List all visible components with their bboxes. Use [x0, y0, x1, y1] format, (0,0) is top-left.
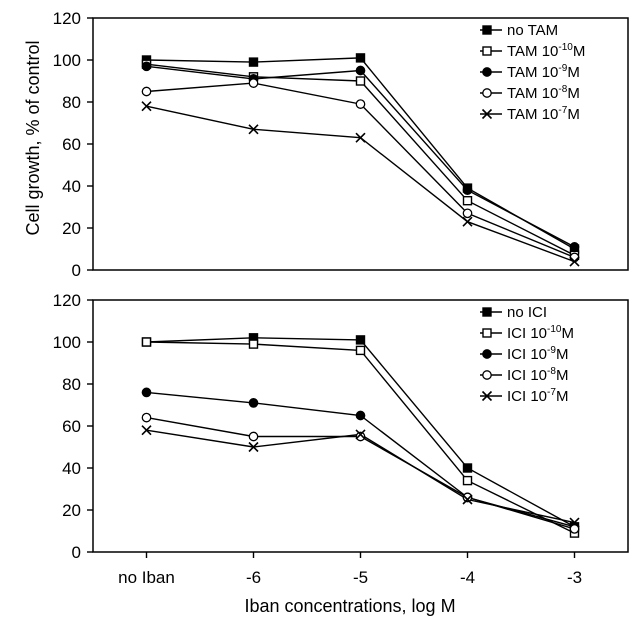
- data-point: [569, 252, 580, 263]
- data-point: [355, 431, 366, 442]
- data-point: [141, 86, 152, 97]
- legend-label: no ICI: [507, 304, 547, 321]
- legend: no TAM TAM 10-10M TAM 10-9M TAM 10-8M TAM 10…: [480, 22, 585, 123]
- y-tick-label: 20: [62, 501, 81, 520]
- data-point: [569, 524, 580, 534]
- legend-label: ICI 10-9M: [507, 345, 568, 363]
- y-tick-label: 40: [62, 177, 81, 196]
- y-tick-label: 80: [62, 93, 81, 112]
- legend-marker: [481, 108, 493, 120]
- data-point: [355, 76, 366, 86]
- data-point: [569, 242, 580, 252]
- y-tick-label: 120: [53, 291, 81, 310]
- legend: no ICI ICI 10-10M ICI 10-9M ICI 10-8M ICI 10…: [480, 304, 574, 405]
- data-point: [355, 132, 366, 143]
- data-point: [248, 57, 259, 67]
- legend-label: ICI 10-7M: [507, 387, 568, 405]
- data-point: [141, 61, 152, 72]
- legend-marker: [482, 88, 492, 98]
- data-point: [248, 339, 259, 349]
- y-tick-label: 0: [72, 543, 81, 562]
- data-point: [248, 398, 259, 408]
- legend-marker: [482, 25, 492, 35]
- y-tick-label: 0: [72, 261, 81, 280]
- y-tick-label: 20: [62, 219, 81, 238]
- legend-label: ICI 10-10M: [507, 324, 574, 342]
- data-point: [462, 492, 473, 503]
- data-point: [355, 99, 366, 109]
- data-point: [462, 494, 473, 505]
- data-point: [248, 441, 259, 453]
- y-tick-label: 60: [62, 135, 81, 154]
- series-line: [146, 105, 575, 263]
- legend-marker: [482, 307, 492, 317]
- legend-marker: [482, 370, 492, 380]
- series-line: [146, 429, 575, 524]
- data-point: [141, 101, 152, 112]
- data-point: [248, 78, 259, 88]
- legend-label: ICI 10-8M: [507, 366, 568, 384]
- y-tick-label: 120: [53, 9, 81, 28]
- data-point: [141, 425, 152, 436]
- data-point: [355, 335, 366, 345]
- chart-panel-top: 0 20 40 60 80 100 120 no TAM TAM 10-10M TAM 10-9M…: [53, 9, 629, 280]
- x-axis-title: Iban concentrations, log M: [244, 596, 455, 616]
- y-tick-label: 100: [53, 51, 81, 70]
- legend-label: no TAM: [507, 22, 558, 39]
- data-point: [141, 412, 152, 423]
- data-point: [355, 410, 366, 421]
- legend-label: TAM 10-10M: [507, 42, 585, 60]
- data-point: [462, 216, 473, 227]
- data-point: [462, 208, 473, 219]
- x-tick-label: no Iban: [118, 568, 175, 587]
- legend-marker: [482, 328, 492, 338]
- data-point: [248, 124, 259, 135]
- data-point: [462, 463, 473, 473]
- y-tick-label: 60: [62, 417, 81, 436]
- x-tick-label: -3: [567, 568, 582, 587]
- y-tick-label: 100: [53, 333, 81, 352]
- legend-marker: [482, 67, 492, 77]
- x-tick-label: -6: [246, 568, 261, 587]
- data-point: [355, 429, 366, 440]
- data-point: [355, 65, 366, 76]
- data-point: [141, 337, 152, 347]
- legend-label: TAM 10-9M: [507, 63, 580, 81]
- chart-panel-bottom: 0 20 40 60 80 100 120 no Iban -6 -5 -4 -3 no ICI ICI …: [53, 291, 629, 587]
- legend-marker: [482, 349, 492, 359]
- y-tick-label: 40: [62, 459, 81, 478]
- legend-marker: [481, 390, 493, 402]
- x-tick-label: -5: [353, 568, 368, 587]
- legend-marker: [482, 46, 492, 56]
- legend-label: TAM 10-7M: [507, 105, 580, 123]
- x-tick-label: -4: [460, 568, 475, 587]
- y-tick-label: 80: [62, 375, 81, 394]
- legend-label: TAM 10-8M: [507, 84, 580, 102]
- data-point: [355, 53, 366, 63]
- data-point: [569, 517, 580, 528]
- y-axis-title: Cell growth, % of control: [23, 40, 43, 235]
- data-point: [462, 185, 473, 196]
- data-point: [569, 256, 580, 267]
- data-point: [355, 345, 366, 356]
- data-point: [141, 387, 152, 398]
- data-point: [462, 475, 473, 486]
- data-point: [462, 195, 473, 206]
- data-point: [248, 431, 259, 442]
